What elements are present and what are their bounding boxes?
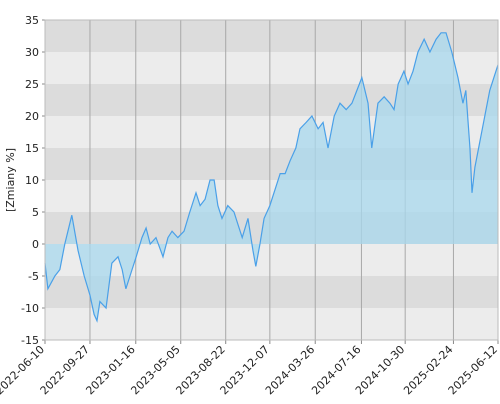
line [44,32,499,323]
area [45,32,498,321]
y-tick-label: -15 [21,334,39,347]
band [45,20,498,52]
y-tick-label: -10 [21,302,39,315]
y-tick-label: 20 [25,110,39,123]
band [45,276,498,308]
band [45,308,498,340]
y-tick-label: 35 [25,14,39,27]
y-tick-label: 30 [25,46,39,59]
y-axis-label: [Zmiany %] [4,148,17,212]
y-tick-label: 10 [25,174,39,187]
y-tick-label: 25 [25,78,39,91]
y-tick-label: 0 [32,238,39,251]
y-tick-label: -5 [28,270,39,283]
y-tick-label: 15 [25,142,39,155]
y-tick-label: 5 [32,206,39,219]
plot-border [44,19,499,341]
